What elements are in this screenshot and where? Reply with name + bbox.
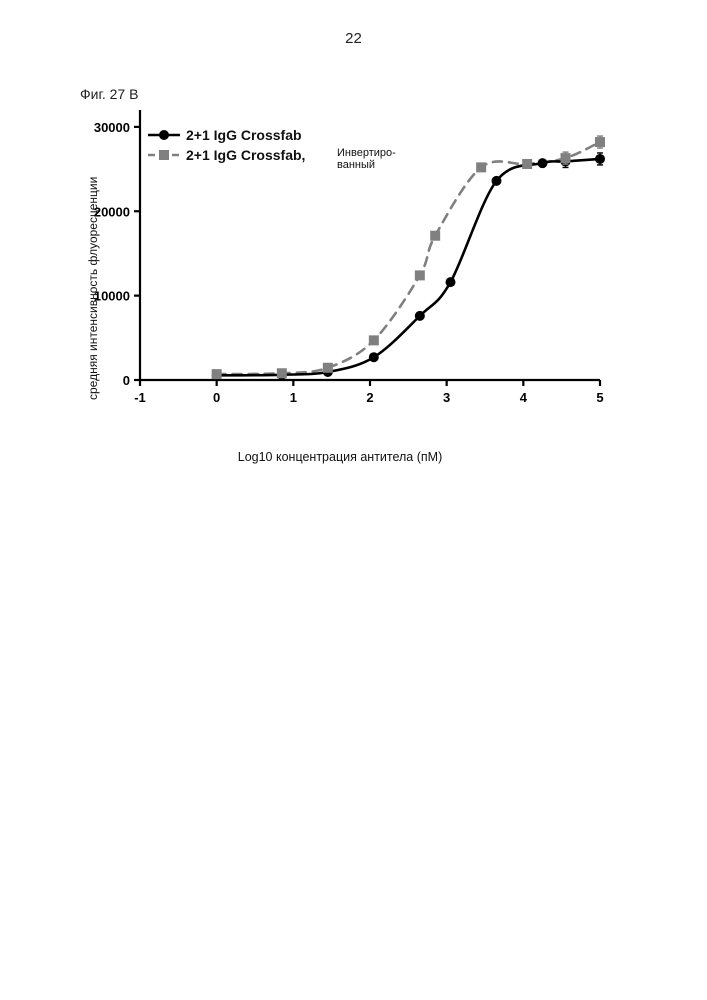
- svg-text:30000: 30000: [94, 120, 130, 135]
- y-axis-label: средняя интенсивность флуоресценции: [86, 177, 100, 400]
- page: 22 Фиг. 27 В средняя интенсивность флуор…: [0, 0, 707, 1000]
- svg-text:5: 5: [596, 390, 603, 405]
- svg-text:-1: -1: [134, 390, 146, 405]
- x-axis-label: Log10 концентрация антитела (пМ): [60, 450, 620, 464]
- svg-text:4: 4: [520, 390, 528, 405]
- svg-text:1: 1: [290, 390, 297, 405]
- svg-text:2: 2: [366, 390, 373, 405]
- svg-text:2+1 IgG Crossfab: 2+1 IgG Crossfab: [186, 127, 302, 143]
- svg-text:3: 3: [443, 390, 450, 405]
- svg-text:ванный: ванный: [337, 159, 375, 171]
- svg-text:0: 0: [123, 373, 130, 388]
- svg-text:2+1 IgG Crossfab,: 2+1 IgG Crossfab,: [186, 147, 305, 163]
- page-number: 22: [0, 30, 707, 47]
- chart: средняя интенсивность флуоресценции -1 0 1…: [60, 100, 620, 460]
- chart-svg: -101234501000020000300002+1 IgG Crossfab…: [60, 100, 620, 440]
- svg-text:0: 0: [213, 390, 220, 405]
- svg-text:Инвертиро-: Инвертиро-: [337, 147, 396, 159]
